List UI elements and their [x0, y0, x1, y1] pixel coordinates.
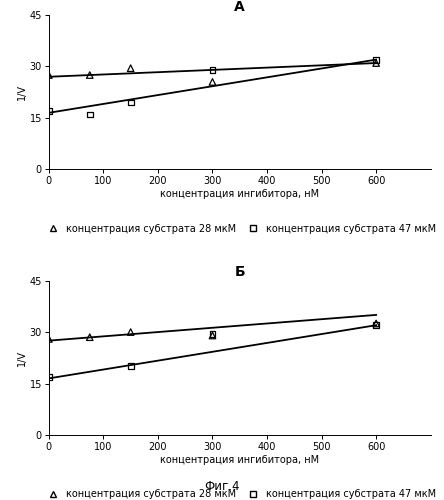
Point	[373, 56, 380, 64]
Point	[127, 362, 134, 370]
Point	[209, 66, 216, 74]
Point	[127, 64, 134, 72]
X-axis label: концентрация ингибитора, нМ: концентрация ингибитора, нМ	[160, 454, 319, 464]
Point	[45, 107, 52, 115]
Point	[127, 328, 134, 336]
Point	[86, 110, 93, 118]
Point	[86, 333, 93, 341]
Point	[45, 335, 52, 343]
X-axis label: концентрация ингибитора, нМ: концентрация ингибитора, нМ	[160, 189, 319, 199]
Legend: концентрация субстрата 28 мкМ, концентрация субстрата 47 мкМ: концентрация субстрата 28 мкМ, концентра…	[44, 490, 436, 500]
Point	[45, 372, 52, 380]
Point	[127, 98, 134, 106]
Text: Фиг.4: Фиг.4	[204, 480, 240, 492]
Title: А: А	[234, 0, 245, 14]
Point	[209, 78, 216, 86]
Y-axis label: 1/V: 1/V	[17, 84, 27, 100]
Point	[209, 330, 216, 338]
Point	[45, 71, 52, 79]
Title: Б: Б	[234, 266, 245, 280]
Point	[373, 59, 380, 67]
Point	[209, 332, 216, 340]
Y-axis label: 1/V: 1/V	[17, 350, 27, 366]
Legend: концентрация субстрата 28 мкМ, концентрация субстрата 47 мкМ: концентрация субстрата 28 мкМ, концентра…	[44, 224, 436, 234]
Point	[373, 320, 380, 328]
Point	[86, 71, 93, 79]
Point	[373, 321, 380, 329]
